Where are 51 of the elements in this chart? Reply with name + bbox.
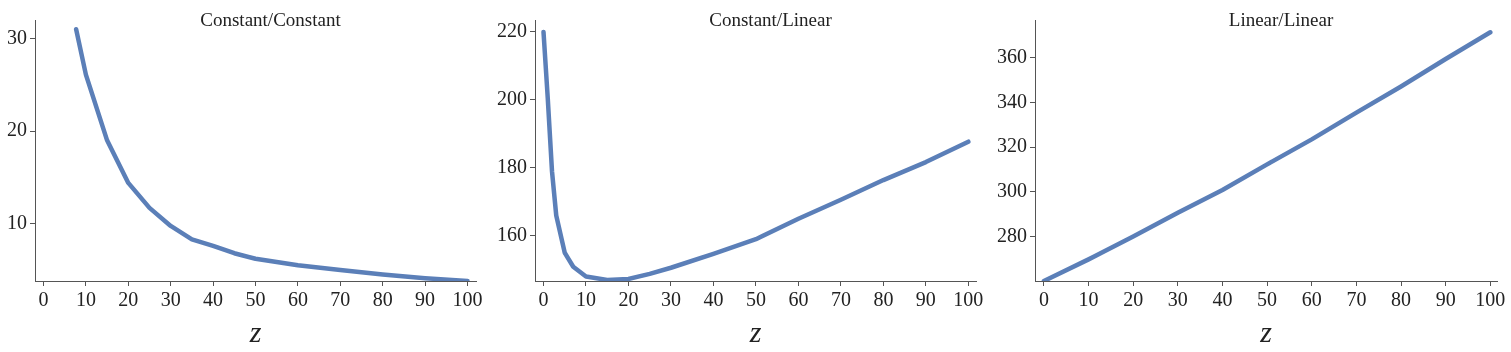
x-axis-title: z <box>248 314 262 348</box>
y-tick-label: 180 <box>497 155 527 178</box>
x-tick-label: 10 <box>75 288 96 311</box>
x-tick-label: 80 <box>873 288 894 311</box>
x-tick-label: 100 <box>452 288 483 311</box>
x-axis-title: z <box>1259 314 1273 348</box>
x-tick-label: 10 <box>575 288 596 311</box>
x-tick-label: 10 <box>1078 288 1099 311</box>
x-tick-label: 60 <box>1301 288 1322 311</box>
chart-title: Constant/Constant <box>200 9 342 31</box>
x-tick-label: 0 <box>1038 288 1049 311</box>
x-tick-label: 50 <box>745 288 766 311</box>
x-tick-label: 70 <box>330 288 351 311</box>
y-tick-label: 200 <box>497 87 527 110</box>
x-tick-label: 20 <box>618 288 639 311</box>
x-tick-label: 0 <box>38 288 49 311</box>
chart-title: Linear/Linear <box>1228 9 1334 31</box>
x-tick-label: 80 <box>1391 288 1412 311</box>
x-tick-label: 90 <box>415 288 436 311</box>
x-tick-label: 70 <box>830 288 851 311</box>
y-tick-label: 30 <box>7 25 27 48</box>
y-tick-label: 300 <box>997 179 1027 202</box>
y-tick-label: 320 <box>997 134 1027 157</box>
x-tick-label: 20 <box>1123 288 1144 311</box>
x-tick-label: 100 <box>1475 288 1506 311</box>
y-tick-label: 340 <box>997 89 1027 112</box>
x-tick-label: 100 <box>953 288 984 311</box>
y-tick-label: 220 <box>497 19 527 42</box>
y-tick-label: 360 <box>997 45 1027 68</box>
x-tick-label: 0 <box>538 288 549 311</box>
x-tick-label: 40 <box>703 288 724 311</box>
x-tick-label: 70 <box>1346 288 1367 311</box>
x-axis-title: z <box>748 314 762 348</box>
x-tick-label: 30 <box>160 288 181 311</box>
y-tick-label: 280 <box>997 223 1027 246</box>
y-tick-label: 160 <box>497 223 527 246</box>
x-tick-label: 60 <box>788 288 809 311</box>
y-tick-label: 10 <box>7 210 27 233</box>
chart-title: Constant/Linear <box>709 9 833 31</box>
x-tick-label: 30 <box>1167 288 1188 311</box>
y-tick-label: 20 <box>7 118 27 141</box>
x-tick-label: 50 <box>1257 288 1278 311</box>
x-tick-label: 90 <box>915 288 936 311</box>
x-tick-label: 40 <box>203 288 224 311</box>
x-tick-label: 30 <box>660 288 681 311</box>
x-tick-label: 20 <box>118 288 139 311</box>
x-tick-label: 40 <box>1212 288 1233 311</box>
x-tick-label: 90 <box>1435 288 1456 311</box>
x-tick-label: 80 <box>372 288 393 311</box>
x-tick-label: 50 <box>245 288 266 311</box>
x-tick-label: 60 <box>287 288 308 311</box>
